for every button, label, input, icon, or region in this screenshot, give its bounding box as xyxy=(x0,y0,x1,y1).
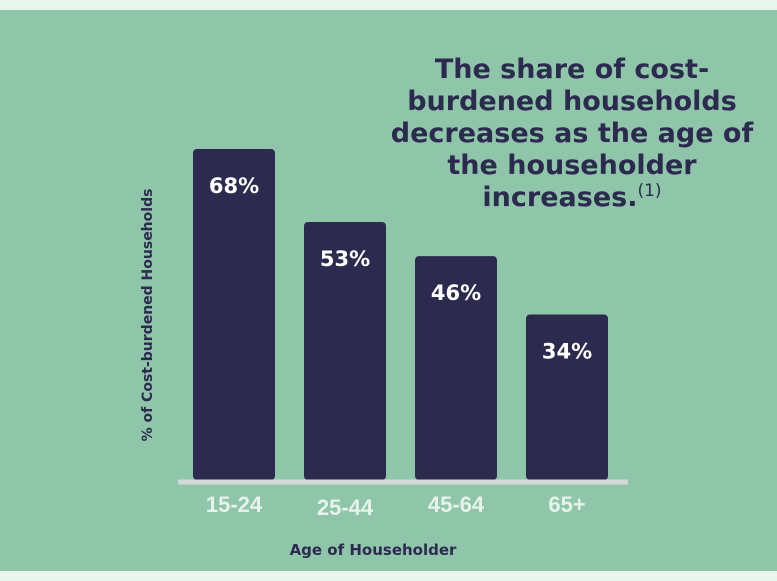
bars-layer: 68% 53% 46% 34% xyxy=(193,149,608,480)
x-tick-label: 65+ xyxy=(548,492,585,517)
bar-value-label: 46% xyxy=(431,281,481,305)
bar-value-label: 53% xyxy=(320,247,370,271)
chart-annotation: The share of cost-burdened households de… xyxy=(372,54,772,214)
x-tick-label: 25-44 xyxy=(317,495,374,520)
bar-value-label: 34% xyxy=(542,340,592,364)
footnote-marker: (1) xyxy=(637,181,662,201)
x-axis-label: Age of Householder xyxy=(290,541,457,559)
bar-value-label: 68% xyxy=(209,174,259,198)
x-tick-label: 45-64 xyxy=(428,492,485,517)
annotation-text: The share of cost-burdened households de… xyxy=(390,54,754,213)
bar-45-64 xyxy=(415,256,497,480)
bar-25-44 xyxy=(304,222,386,480)
y-axis-label: % of Cost-burdened Households xyxy=(140,189,156,442)
bar-65+ xyxy=(526,314,608,480)
bar-15-24 xyxy=(193,149,275,480)
x-tick-label: 15-24 xyxy=(206,492,263,517)
x-tick-labels: 15-24 25-44 45-64 65+ xyxy=(206,492,586,520)
